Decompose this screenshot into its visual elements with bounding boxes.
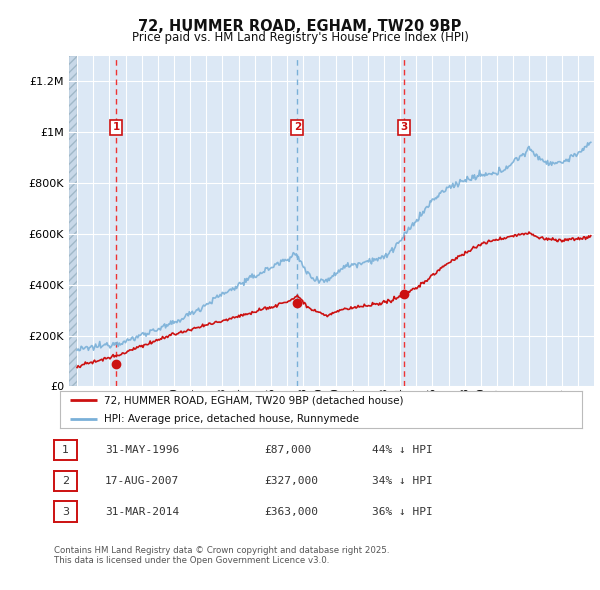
Text: 34% ↓ HPI: 34% ↓ HPI	[372, 476, 433, 486]
Text: Contains HM Land Registry data © Crown copyright and database right 2025.
This d: Contains HM Land Registry data © Crown c…	[54, 546, 389, 565]
Text: 1: 1	[113, 122, 120, 132]
Bar	[69, 56, 77, 386]
Text: 17-AUG-2007: 17-AUG-2007	[105, 476, 179, 486]
Text: Price paid vs. HM Land Registry's House Price Index (HPI): Price paid vs. HM Land Registry's House …	[131, 31, 469, 44]
Text: 72, HUMMER ROAD, EGHAM, TW20 9BP (detached house): 72, HUMMER ROAD, EGHAM, TW20 9BP (detach…	[104, 395, 404, 405]
Text: 1: 1	[62, 445, 69, 455]
Text: 31-MAY-1996: 31-MAY-1996	[105, 445, 179, 455]
Text: 3: 3	[401, 122, 408, 132]
Text: HPI: Average price, detached house, Runnymede: HPI: Average price, detached house, Runn…	[104, 414, 359, 424]
Text: 2: 2	[62, 476, 69, 486]
Text: £327,000: £327,000	[264, 476, 318, 486]
Text: £87,000: £87,000	[264, 445, 311, 455]
Text: 44% ↓ HPI: 44% ↓ HPI	[372, 445, 433, 455]
Text: 31-MAR-2014: 31-MAR-2014	[105, 507, 179, 516]
Bar	[69, 56, 77, 386]
Text: 72, HUMMER ROAD, EGHAM, TW20 9BP: 72, HUMMER ROAD, EGHAM, TW20 9BP	[139, 19, 461, 34]
Text: 2: 2	[293, 122, 301, 132]
Text: £363,000: £363,000	[264, 507, 318, 516]
Text: 36% ↓ HPI: 36% ↓ HPI	[372, 507, 433, 516]
Text: 3: 3	[62, 507, 69, 516]
